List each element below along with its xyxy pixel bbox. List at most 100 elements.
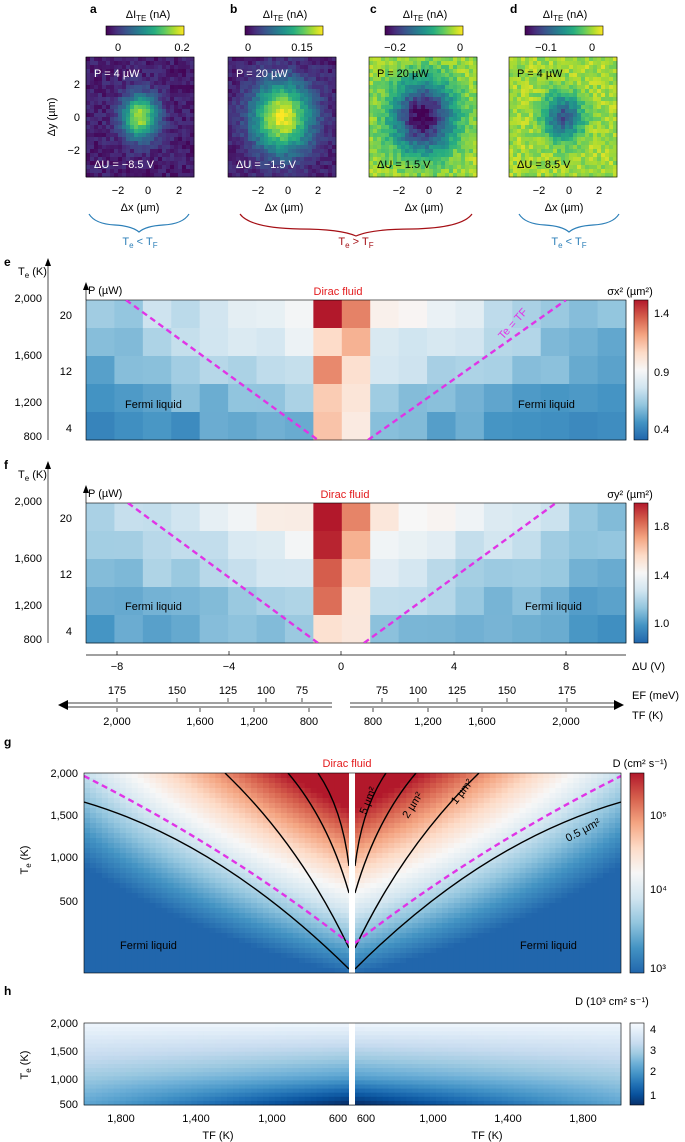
map-pixel xyxy=(377,173,382,178)
panel-letter: g xyxy=(4,735,11,749)
map-pixel xyxy=(445,65,450,70)
map-pixel xyxy=(573,65,578,70)
field-cell xyxy=(543,798,550,804)
field-cell xyxy=(531,783,538,789)
grid-cell xyxy=(114,300,144,329)
field-cell xyxy=(597,833,604,839)
map-pixel xyxy=(545,141,550,146)
map-pixel xyxy=(170,69,175,74)
field-cell xyxy=(251,773,258,779)
map-pixel xyxy=(280,129,285,134)
field-cell xyxy=(84,833,91,839)
map-pixel xyxy=(296,113,301,118)
field-cell xyxy=(573,828,580,834)
grid-cell xyxy=(256,412,286,441)
map-pixel xyxy=(332,121,337,126)
field-cell xyxy=(215,813,222,819)
map-pixel xyxy=(585,117,590,122)
map-pixel xyxy=(182,121,187,126)
map-pixel xyxy=(405,73,410,78)
map-pixel xyxy=(190,89,195,94)
map-pixel xyxy=(613,125,618,130)
field-cell xyxy=(179,773,186,779)
map-pixel xyxy=(529,153,534,158)
field-cell xyxy=(609,808,616,814)
map-pixel xyxy=(517,129,522,134)
field-cell xyxy=(310,843,318,849)
regime-braces xyxy=(88,213,620,237)
map-pixel xyxy=(114,101,119,106)
map-pixel xyxy=(449,173,454,178)
map-pixel xyxy=(126,129,131,134)
map-pixel xyxy=(429,145,434,150)
map-pixel xyxy=(102,133,107,138)
map-pixel xyxy=(465,149,470,154)
map-pixel xyxy=(236,121,241,126)
map-pixel xyxy=(397,129,402,134)
field-cell xyxy=(119,818,127,824)
map-pixel xyxy=(296,93,301,98)
grid-cell xyxy=(313,328,343,357)
map-pixel xyxy=(577,157,582,162)
map-pixel xyxy=(134,73,139,78)
field-cell xyxy=(531,823,538,829)
map-pixel xyxy=(393,133,398,138)
map-pixel xyxy=(280,69,285,74)
map-pixel xyxy=(118,173,123,178)
grid-cell xyxy=(455,531,485,560)
map-pixel xyxy=(373,149,378,154)
map-pixel xyxy=(473,85,478,90)
map-pixel xyxy=(573,165,578,170)
field-cell xyxy=(328,778,335,784)
map-pixel xyxy=(509,101,514,106)
map-pixel xyxy=(134,65,139,70)
map-pixel xyxy=(236,65,241,70)
map-pixel xyxy=(264,109,269,114)
map-pixel xyxy=(178,105,183,110)
field-cell xyxy=(585,773,592,779)
field-cell xyxy=(125,793,133,799)
map-pixel xyxy=(461,173,466,178)
map-pixel xyxy=(577,129,582,134)
map-pixel xyxy=(377,89,382,94)
map-pixel xyxy=(397,109,402,114)
map-pixel xyxy=(401,77,406,82)
map-pixel xyxy=(441,89,446,94)
field-cell xyxy=(555,803,562,809)
field-cell xyxy=(125,838,133,844)
map-pixel xyxy=(561,77,566,82)
grid-cell xyxy=(540,412,570,441)
map-pixel xyxy=(429,85,434,90)
field-cell xyxy=(209,783,216,789)
field-cell xyxy=(274,798,282,804)
map-pixel xyxy=(130,141,135,146)
grid-cell xyxy=(370,412,400,441)
map-pixel xyxy=(601,93,606,98)
map-pixel xyxy=(577,117,582,122)
map-pixel xyxy=(469,165,474,170)
map-pixel xyxy=(461,81,466,86)
map-pixel xyxy=(581,113,586,118)
map-pixel xyxy=(316,113,321,118)
map-pixel xyxy=(304,137,309,142)
map-pixel xyxy=(110,117,115,122)
map-pixel xyxy=(134,137,139,142)
map-pixel xyxy=(377,133,382,138)
map-pixel xyxy=(589,125,594,130)
map-pixel xyxy=(421,93,426,98)
cbar-tick: 0 xyxy=(245,42,251,54)
map-pixel xyxy=(304,125,309,130)
field-cell xyxy=(334,783,341,789)
map-pixel xyxy=(453,85,458,90)
grid-cell xyxy=(313,615,343,644)
field-cell xyxy=(579,813,586,819)
map-pixel xyxy=(385,125,390,130)
map-pixel xyxy=(601,109,606,114)
field-cell xyxy=(334,838,341,844)
field-cell xyxy=(286,813,294,819)
map-pixel xyxy=(162,69,167,74)
map-pixel xyxy=(437,93,442,98)
map-pixel xyxy=(264,137,269,142)
grid-cell xyxy=(370,300,400,329)
map-pixel xyxy=(252,125,257,130)
